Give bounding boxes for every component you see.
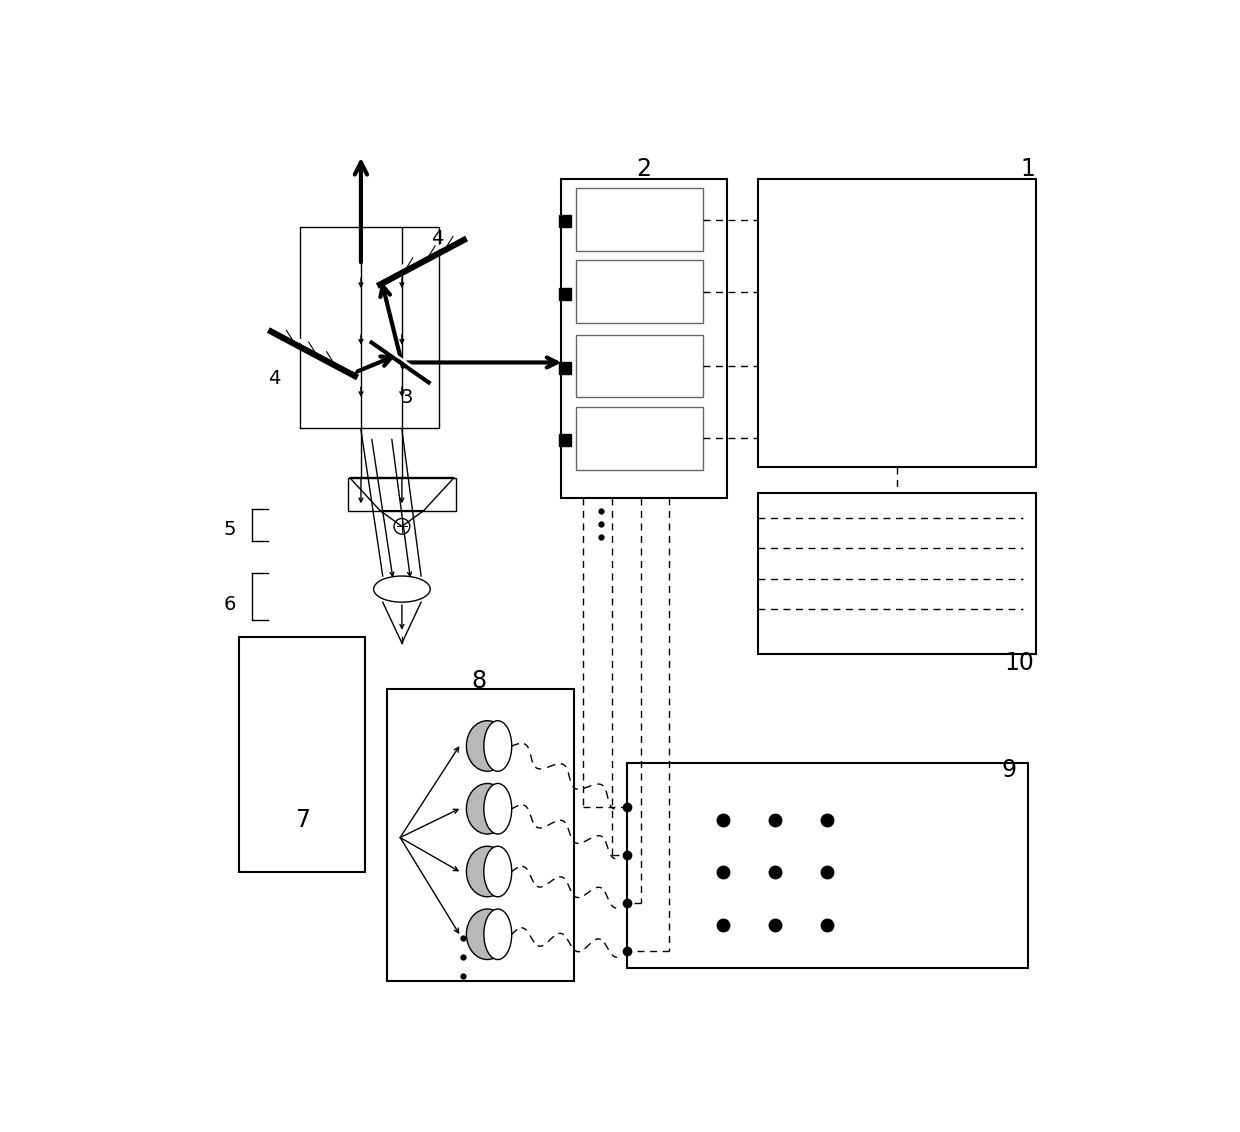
- Ellipse shape: [466, 783, 508, 834]
- Text: 4: 4: [430, 229, 443, 248]
- Text: 10: 10: [1004, 651, 1034, 675]
- Ellipse shape: [484, 847, 512, 897]
- Bar: [387, 689, 574, 981]
- Bar: [577, 260, 703, 324]
- Text: 3: 3: [401, 388, 413, 406]
- Text: 1: 1: [1021, 157, 1035, 181]
- Text: 8: 8: [471, 669, 486, 693]
- Ellipse shape: [466, 721, 508, 771]
- Bar: [758, 180, 1037, 468]
- Text: 2: 2: [636, 157, 652, 181]
- Ellipse shape: [484, 721, 512, 771]
- Ellipse shape: [373, 576, 430, 602]
- Bar: [626, 763, 1028, 968]
- Bar: [758, 494, 1037, 654]
- Bar: [577, 406, 703, 470]
- Text: 6: 6: [224, 595, 237, 615]
- Bar: [559, 434, 570, 446]
- Bar: [559, 361, 570, 374]
- Ellipse shape: [466, 847, 508, 897]
- Text: 4: 4: [268, 369, 280, 387]
- Ellipse shape: [484, 783, 512, 834]
- Ellipse shape: [484, 909, 512, 960]
- Text: 7: 7: [295, 808, 310, 832]
- Text: 5: 5: [224, 521, 237, 539]
- Bar: [348, 478, 456, 511]
- Bar: [577, 188, 703, 251]
- Bar: [559, 288, 570, 300]
- Bar: [562, 180, 727, 498]
- Text: 9: 9: [1001, 758, 1016, 782]
- Bar: [559, 215, 570, 228]
- Bar: [577, 335, 703, 397]
- Bar: [239, 637, 366, 873]
- Ellipse shape: [466, 909, 508, 960]
